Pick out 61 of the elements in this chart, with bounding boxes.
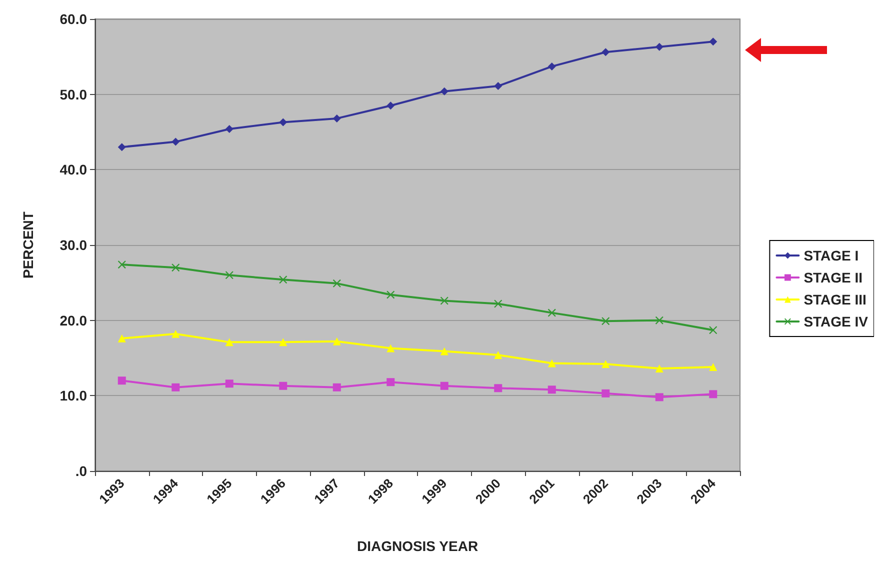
point [494,384,502,392]
point [279,338,288,346]
point [225,271,234,280]
point [440,347,448,356]
y-tick-label: 10.0 [60,388,88,404]
legend-label: STAGE I [804,248,859,264]
point [225,124,234,133]
point [172,264,180,272]
point [332,337,341,346]
point [279,382,288,390]
y-tick-label: 50.0 [60,86,88,102]
point [602,317,610,326]
point [118,143,126,152]
y-tick-label: .0 [75,463,88,479]
point [172,138,180,146]
point [602,389,610,398]
x-axis-title: DIAGNOSIS YEAR [356,538,478,554]
point [332,114,341,122]
point [655,393,664,402]
point [494,300,502,308]
point [655,42,664,51]
point [332,279,341,288]
point [386,344,395,352]
y-tick-label: 20.0 [60,312,88,328]
point [118,334,126,342]
point [655,316,664,324]
point [602,48,610,56]
point [655,364,664,373]
point [602,360,610,368]
point [440,87,448,96]
point [225,380,234,388]
point [548,62,556,70]
point [118,376,126,385]
legend-label: STAGE III [804,292,866,308]
point [494,350,502,359]
point [709,363,718,372]
y-tick-label: 60.0 [60,11,88,27]
point [440,382,448,390]
y-tick-label: 30.0 [60,237,88,253]
point [279,276,288,284]
point [709,38,718,46]
point [172,383,180,392]
point [279,118,288,126]
legend-label: STAGE II [804,270,863,286]
point [386,290,395,299]
point [118,260,126,269]
point [386,378,395,386]
point [494,82,502,90]
point [709,390,718,398]
point [386,102,395,110]
point [548,308,556,317]
point [548,386,556,394]
y-axis-title: PERCENT [20,211,36,278]
y-tick-label: 40.0 [60,162,88,178]
point [172,330,180,338]
point [332,383,341,392]
point [709,326,718,334]
point [548,359,556,368]
legend-label: STAGE IV [804,314,869,330]
point [225,338,234,346]
point [440,296,448,305]
